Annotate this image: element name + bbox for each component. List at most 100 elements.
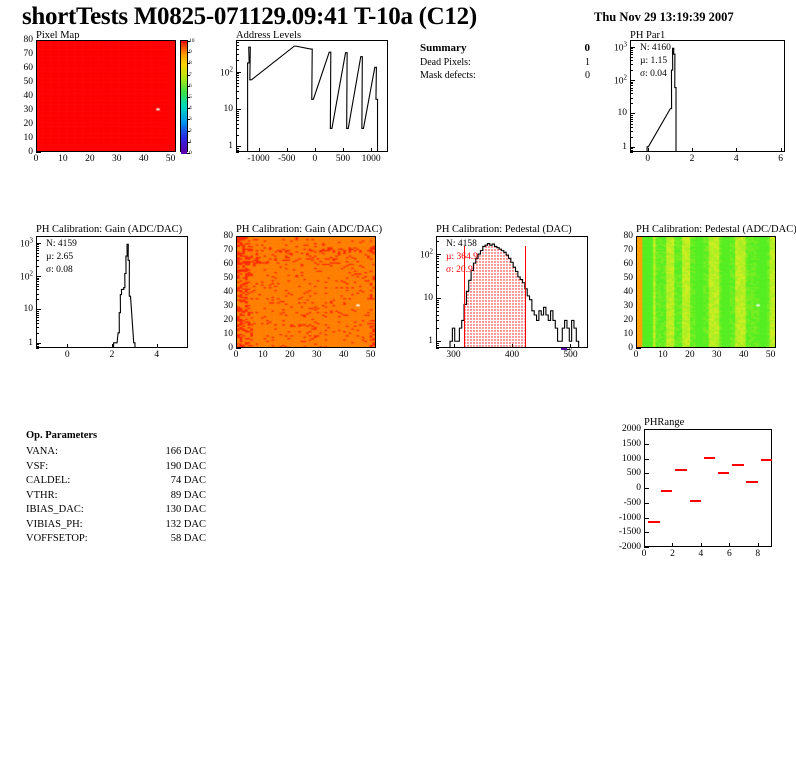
y-tick-label: 10 (623, 329, 634, 339)
palette-segment (181, 63, 187, 66)
y-tick-label: 500 (626, 468, 641, 479)
y-minor-tick (236, 71, 241, 73)
pedestal-fill-region (464, 243, 525, 347)
x-tick-label: 0 (233, 350, 239, 360)
panel-title: PH Calibration: Pedestal (DAC) (436, 224, 572, 235)
y-minor-tick (36, 247, 39, 249)
palette-segment (181, 111, 187, 115)
y-tick (644, 473, 649, 475)
y-minor-tick (236, 134, 239, 136)
palette-tick-label: 4 (189, 105, 192, 112)
y-minor-tick (36, 311, 39, 313)
panel-gain-map: PH Calibration: Gain (ADC/DAC) 0 10 20 30 40 5… (208, 224, 576, 396)
palette-tick-mark (187, 97, 190, 98)
color-palette-pixel-map: 0 1 2 3 4 5 6 7 8 9 10 (180, 38, 195, 156)
palette-segment (181, 151, 187, 154)
y-tick-label: 10 (23, 133, 34, 143)
stat-sigma: σ: 0.08 (46, 265, 73, 275)
y-tick-label: 0 (228, 343, 233, 353)
palette-segment (181, 139, 187, 143)
y-minor-tick (236, 97, 239, 99)
palette-segment (181, 48, 187, 51)
x-tick (36, 148, 37, 152)
y-minor-tick (36, 279, 39, 281)
y-tick-label: 40 (223, 287, 234, 297)
phrange-segment (703, 457, 716, 460)
palette-segment (181, 93, 187, 96)
palette-segment (181, 132, 187, 135)
x-tick-label: 8 (755, 549, 761, 559)
y-minor-tick (36, 266, 39, 268)
y-minor-tick (236, 86, 239, 88)
palette-segment (181, 98, 187, 102)
x-tick-label: 2 (689, 154, 695, 164)
palette-segment (181, 126, 187, 130)
y-tick (36, 152, 41, 153)
x-tick (729, 543, 731, 547)
palette-tick-mark (187, 153, 190, 154)
y-minor-tick (436, 341, 441, 343)
y-minor-tick (630, 113, 635, 115)
palette-tick-label: 6 (189, 82, 192, 89)
phrange-segment (689, 499, 701, 502)
y-minor-tick (436, 297, 441, 299)
x-tick (67, 344, 69, 348)
y-tick (644, 547, 649, 548)
y-minor-tick (36, 322, 39, 324)
y-tick-label: 10 (223, 103, 234, 114)
palette-segment (181, 50, 187, 53)
palette-segment (181, 57, 187, 61)
y-minor-tick (630, 50, 633, 52)
y-minor-tick (436, 343, 439, 345)
palette-segment (181, 65, 187, 68)
x-tick (736, 148, 738, 152)
panel-gain-hist: PH Calibration: Gain (ADC/DAC) 0 2 4 1 10 102 1… (8, 224, 250, 396)
y-minor-tick (236, 60, 239, 62)
palette-segment (181, 95, 187, 98)
y-tick-label: 20 (223, 315, 234, 325)
phrange-segment (675, 468, 687, 471)
y-tick-label: -1500 (618, 527, 641, 538)
y-minor-tick (436, 310, 439, 312)
phrange-segment (717, 472, 730, 475)
stat-sigma: σ: 0.04 (640, 69, 667, 79)
palette-segment (181, 70, 187, 74)
x-tick-label: 2 (670, 549, 675, 559)
y-minor-tick (236, 128, 239, 130)
y-tick (644, 532, 649, 534)
y-minor-tick (630, 87, 633, 89)
y-tick-label: -2000 (618, 542, 641, 552)
palette-tick-label: 0 (189, 150, 192, 156)
x-tick-label: 0 (312, 154, 318, 164)
phrange-segment (648, 521, 660, 524)
op-parameter-row: VTHR: 89 DAC (26, 489, 206, 504)
y-minor-tick (36, 299, 39, 301)
y-tick-label: 70 (623, 245, 634, 255)
y-minor-tick (36, 342, 41, 344)
palette-tick-mark (187, 74, 190, 76)
phrange-segment (760, 458, 772, 461)
y-tick (36, 40, 41, 41)
y-tick-label: 1000 (622, 453, 641, 464)
y-minor-tick (36, 286, 39, 288)
y-minor-tick (236, 147, 239, 149)
palette-segment (181, 83, 187, 87)
plot-frame (36, 236, 188, 348)
palette-segment (181, 141, 187, 145)
palette-segment (181, 100, 187, 104)
x-tick-label: 10 (58, 154, 68, 164)
palette-segment (181, 123, 187, 126)
palette-segment (181, 69, 187, 72)
y-minor-tick (630, 115, 633, 117)
y-tick-label: 80 (23, 35, 34, 45)
y-tick (636, 236, 641, 237)
x-tick-label: 40 (338, 350, 349, 360)
y-minor-tick (630, 83, 633, 85)
palette-segment (181, 113, 187, 117)
y-tick (644, 458, 649, 460)
x-tick-label: 20 (85, 154, 95, 164)
y-minor-tick (236, 45, 239, 47)
palette-segment (181, 44, 187, 48)
x-tick (156, 344, 158, 348)
palette-tick-mark (187, 141, 190, 143)
